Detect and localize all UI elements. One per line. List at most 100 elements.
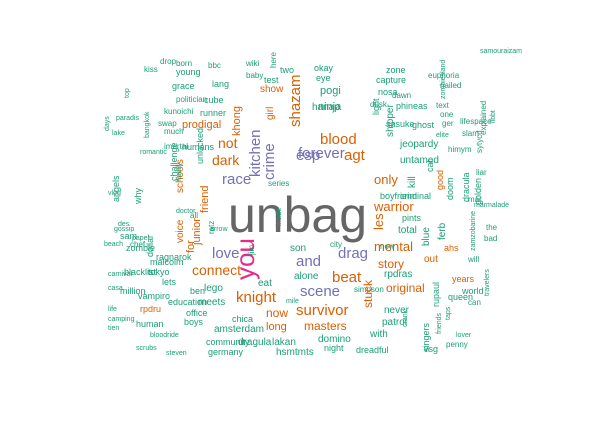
word-forever: forever [298,145,345,162]
word-bbc: bbc [208,61,221,70]
word-dragula: dragula [238,337,272,348]
word-never: never [384,305,410,316]
word-liar: liar [476,168,487,177]
word-boyfriend: boyfriend [380,191,418,201]
word-series: series [268,179,290,188]
word-nailed: nailed [440,81,462,90]
word-meets: meets [198,297,226,308]
word-will: will [468,255,480,264]
word-bangkok: bangkok [144,111,151,138]
word-city: city [330,240,342,249]
word-mile: mile [286,298,299,305]
word-runner: runner [200,108,227,118]
word-amsterdam: amsterdam [214,324,265,335]
word-long: long [266,321,287,333]
word-rpdras: rpdras [384,269,413,280]
word-born: born [176,59,193,68]
word-pogi: pogi [320,85,341,97]
word-lover: lover [456,332,472,339]
word-ger: ger [442,119,454,128]
word-dusk: dusk [370,100,387,109]
word-gossip: gossip [114,226,135,233]
word-lang: lang [212,79,230,89]
word-masters: masters [304,319,347,333]
word-crime: crime [261,142,278,180]
word-patrol: patrol [382,317,408,328]
word-now: now [266,306,289,320]
word-warrior: warrior [374,199,414,214]
word-years: years [452,274,475,284]
word-community: community [206,337,250,347]
word-days: days [104,116,111,131]
word-rpdru: rpdru [140,304,162,314]
word-inside: inside [276,207,283,226]
word-taps: taps [445,306,452,320]
word-chef: chef [130,240,146,249]
word-knight: knight [236,289,277,306]
word-voice: voice [175,219,186,243]
word-not: not [218,135,238,151]
word-world: world [462,286,484,296]
word-son: son [290,243,307,254]
word-unlocked: unlocked [195,127,205,164]
word-for: for [185,239,197,253]
word-alone: alone [294,271,319,282]
word-paradis: paradis [116,115,139,122]
word-boys: boys [184,317,204,327]
word-lets: lets [162,277,177,287]
word-angels: angels [111,175,121,202]
word-one: one [440,110,454,119]
word-lake: lake [112,130,125,137]
word-papel: papel [132,235,150,242]
word-top: top [124,87,131,98]
word-vlog: vlog [108,190,121,197]
word-queen: queen [448,292,474,302]
word-friends: friends [436,312,443,334]
word-okay: okay [314,63,334,73]
word-cube: cube [204,95,224,105]
word-lifespace: lifespace [460,117,492,126]
word-baby: baby [246,71,264,80]
word-love: love [212,245,240,262]
word-scene: scene [300,283,341,300]
word-mar: mar [468,195,482,204]
word-show: show [260,84,284,95]
word-eat: eat [258,278,272,289]
word-capture: capture [376,75,407,85]
word-sam: sam [120,231,138,241]
word-young: young [176,67,201,77]
word-two: two [280,65,295,75]
word-jeopardy: jeopardy [400,139,439,150]
word-blue: blue [421,227,432,246]
word-steven: steven [166,350,187,357]
word-beach: beach [104,241,124,248]
word-wiki: wiki [246,59,260,68]
word-ninja: ninja [318,101,342,113]
word-scrubs: scrubs [136,345,157,352]
word-phineas: phineas [396,101,428,111]
word-zombie: zombie [126,243,156,253]
word-des: des [118,221,130,228]
word-esp: esp [296,147,321,164]
word-ben: ben [190,286,206,296]
word-blood: blood [320,131,357,148]
word-agt: agt [344,147,365,164]
word-dreadful: dreadful [356,345,389,355]
word-nosa: nosa [378,87,398,97]
word-politician: politician [176,95,208,104]
word-euphoria: euphoria [428,71,460,80]
word-here: here [269,51,278,68]
word-imortal: imortal [164,142,189,151]
word-blacklist: blacklist [124,267,157,277]
word-slam: slam [462,129,479,138]
word-vampiro: vampiro [138,291,171,301]
word-arrow: arrow [210,226,228,233]
word-himym: himym [448,145,472,154]
word-test: test [264,75,279,85]
word-total: total [398,225,417,236]
word-ahs: ahs [444,243,459,253]
word-eye: eye [316,73,331,83]
word-marmalade: marmalade [474,202,510,209]
word-zombiesland: zombiesland [440,59,447,99]
word-friend: friend [199,185,211,213]
